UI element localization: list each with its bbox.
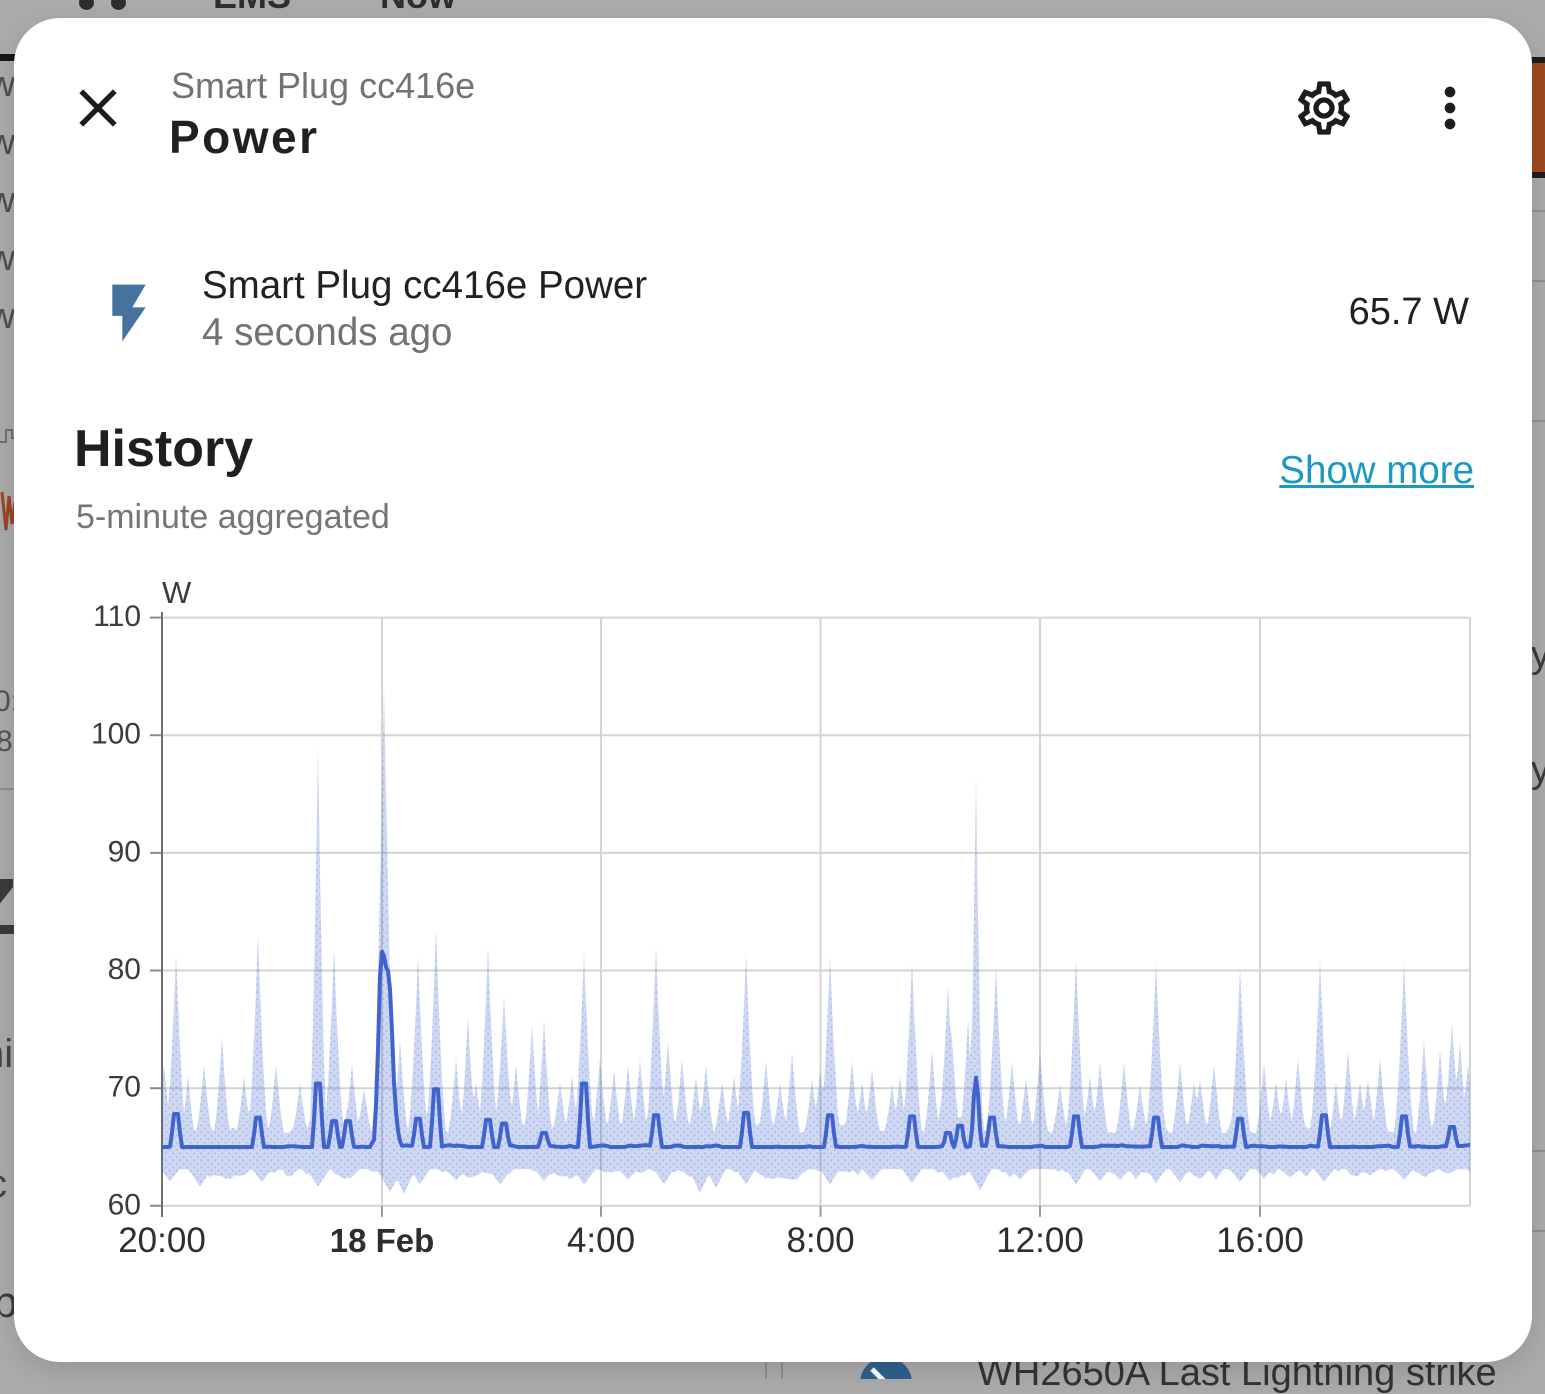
svg-text:12:00: 12:00: [996, 1221, 1084, 1260]
svg-text:8:00: 8:00: [786, 1221, 854, 1260]
svg-text:80: 80: [108, 953, 141, 986]
svg-text:70: 70: [108, 1071, 141, 1104]
svg-text:110: 110: [93, 600, 141, 633]
svg-text:18 Feb: 18 Feb: [330, 1222, 435, 1259]
svg-text:W: W: [162, 575, 192, 610]
svg-text:60: 60: [108, 1188, 141, 1221]
svg-text:16:00: 16:00: [1216, 1221, 1304, 1260]
svg-text:4:00: 4:00: [567, 1221, 635, 1260]
svg-text:100: 100: [91, 718, 141, 751]
svg-text:90: 90: [108, 835, 141, 868]
svg-text:20:00: 20:00: [118, 1221, 206, 1260]
